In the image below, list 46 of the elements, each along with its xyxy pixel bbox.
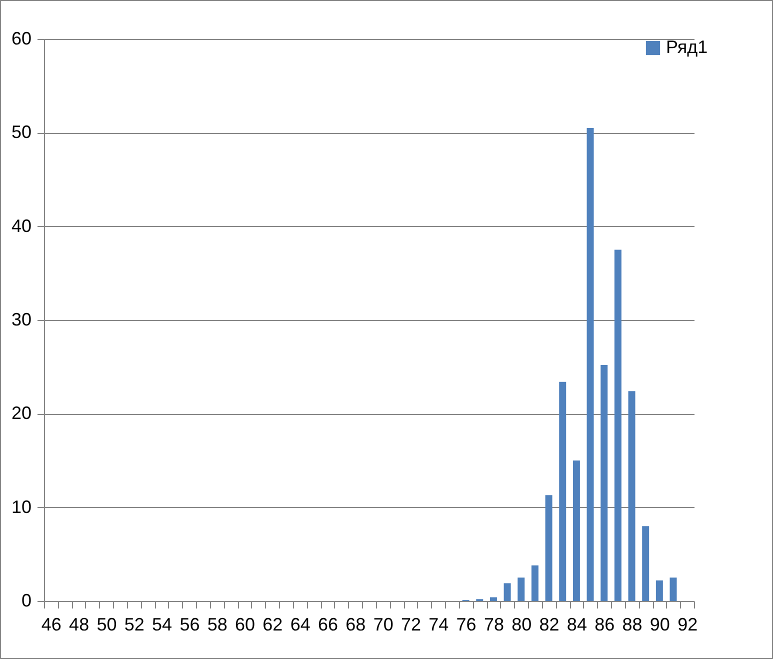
x-tick-label: 50 — [96, 614, 117, 634]
x-tick-label: 78 — [484, 614, 504, 634]
x-tick-label: 54 — [152, 614, 172, 634]
x-tick-label: 80 — [512, 614, 532, 634]
bar — [600, 364, 608, 601]
bar — [545, 495, 552, 601]
x-tick-label: 90 — [650, 614, 670, 634]
y-tick-label: 30 — [11, 310, 32, 330]
x-tick-label: 82 — [539, 614, 560, 634]
x-tick-label: 76 — [456, 614, 476, 634]
bar — [642, 526, 650, 601]
bar — [504, 583, 511, 601]
bar — [531, 565, 538, 601]
x-tick-label: 58 — [207, 614, 228, 634]
y-tick-label: 50 — [11, 122, 32, 142]
x-tick-label: 92 — [678, 614, 698, 634]
bar — [490, 597, 497, 601]
x-tick-label: 72 — [400, 614, 422, 634]
bar — [572, 460, 580, 601]
y-tick-label: 40 — [11, 216, 32, 236]
bar — [559, 382, 566, 601]
y-tick-label: 0 — [21, 590, 32, 610]
x-tick-label: 74 — [428, 614, 449, 634]
x-tick-label: 84 — [566, 614, 587, 634]
y-tick-label: 20 — [11, 403, 32, 424]
x-tick-label: 86 — [594, 614, 615, 634]
x-tick-label: 66 — [318, 614, 338, 634]
x-tick-label: 64 — [290, 614, 310, 634]
bar — [656, 580, 663, 601]
x-tick-label: 68 — [346, 614, 366, 634]
x-tick-label: 56 — [180, 614, 200, 634]
y-tick-label: 60 — [11, 28, 32, 48]
x-tick-label: 88 — [622, 614, 642, 634]
x-tick-label: 62 — [262, 614, 283, 634]
x-tick-label: 70 — [373, 614, 394, 634]
x-tick-label: 46 — [41, 614, 62, 634]
legend-label: Ряд1 — [666, 37, 708, 57]
x-tick-label: 60 — [235, 614, 256, 634]
y-tick-label: 10 — [11, 496, 32, 517]
bar — [670, 578, 677, 601]
bar — [518, 578, 525, 601]
bar — [586, 128, 594, 601]
bar — [614, 250, 622, 601]
x-tick-label: 52 — [124, 614, 144, 634]
bar — [628, 391, 636, 601]
x-tick-label: 48 — [69, 614, 90, 634]
